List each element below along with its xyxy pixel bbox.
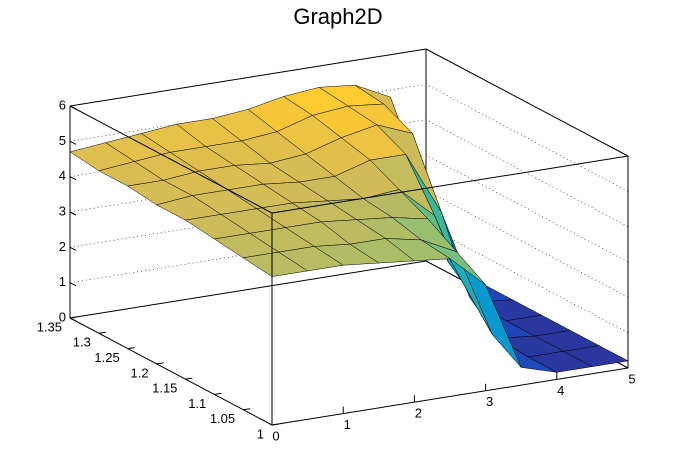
z-tick — [69, 211, 77, 216]
frame-edge — [271, 155, 629, 214]
z-tick-label: 2 — [59, 239, 66, 254]
frame-edge — [69, 317, 273, 426]
x-tick-label: 2 — [415, 406, 422, 421]
z-tick — [69, 140, 77, 145]
y-tick — [127, 347, 135, 350]
y-tick-label: 1 — [257, 426, 264, 441]
y-tick — [185, 377, 193, 380]
y-tick-label: 1.1 — [188, 396, 206, 411]
x-tick-label: 4 — [557, 383, 564, 398]
x-tick-label: 3 — [486, 394, 493, 409]
y-tick-label: 1.05 — [210, 411, 235, 426]
z-tick — [69, 246, 77, 251]
y-tick — [243, 408, 251, 411]
z-tick-label: 6 — [59, 97, 66, 112]
y-tick-label: 1.15 — [152, 381, 177, 396]
z-tick-label: 4 — [59, 168, 66, 183]
y-tick-label: 1.35 — [37, 319, 62, 334]
z-tick-label: 1 — [59, 274, 66, 289]
surface-cell — [242, 251, 309, 277]
frame-edge — [69, 260, 427, 319]
y-tick — [98, 331, 106, 334]
frame-edge — [271, 367, 629, 426]
y-tick-label: 1.3 — [73, 335, 91, 350]
y-tick — [156, 362, 164, 365]
z-tick-label: 3 — [59, 203, 66, 218]
y-tick — [271, 423, 280, 426]
x-tick-label: 0 — [272, 428, 279, 443]
y-tick-label: 1.25 — [94, 350, 119, 365]
y-tick-label: 1.2 — [130, 365, 148, 380]
chart-title: Graph2D — [293, 4, 382, 29]
x-tick-label: 5 — [628, 371, 635, 386]
x-tick-label: 1 — [344, 417, 351, 432]
y-tick — [69, 316, 78, 319]
z-tick — [69, 176, 77, 181]
z-tick — [69, 282, 77, 287]
z-tick-label: 5 — [59, 133, 66, 148]
z-tick-label: 0 — [59, 309, 66, 324]
frame-edge — [425, 48, 629, 157]
frame-edge — [69, 105, 273, 214]
y-tick — [214, 392, 222, 395]
frame-edge — [69, 48, 427, 107]
